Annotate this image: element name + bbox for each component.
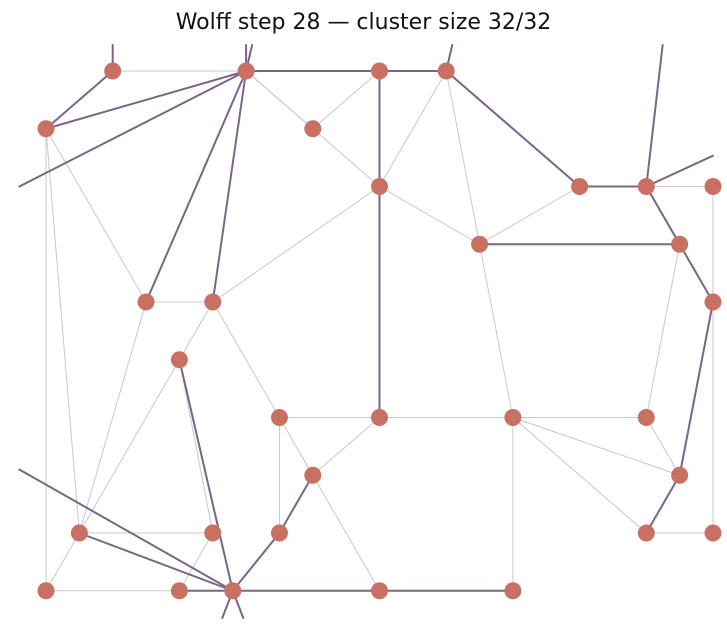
lattice-node xyxy=(270,524,288,542)
cluster-bond xyxy=(645,185,681,246)
lattice-edge xyxy=(312,417,380,476)
cluster-bond xyxy=(145,70,248,303)
lattice-edge xyxy=(379,186,481,245)
lattice-node xyxy=(471,235,489,253)
cluster-bonds xyxy=(18,44,714,619)
cluster-bond xyxy=(45,70,248,130)
lattice-nodes xyxy=(37,62,722,600)
lattice-edge xyxy=(512,417,681,476)
lattice-edge xyxy=(78,359,180,534)
lattice-edge xyxy=(645,417,681,476)
lattice-edge xyxy=(278,417,314,476)
lattice-node xyxy=(704,293,722,311)
lattice-node xyxy=(304,466,322,484)
lattice-edge xyxy=(312,474,380,592)
lattice-node xyxy=(137,293,155,311)
lattice-edge xyxy=(178,359,214,534)
lattice-node xyxy=(671,235,689,253)
lattice-node xyxy=(170,582,188,600)
lattice-edge xyxy=(45,128,147,303)
cluster-bond xyxy=(211,70,248,303)
lattice-node xyxy=(170,351,188,369)
cluster-bond xyxy=(45,70,114,130)
lattice-edge xyxy=(479,186,581,245)
lattice-edge xyxy=(479,243,514,418)
lattice-node xyxy=(637,524,655,542)
lattice-edge xyxy=(178,532,214,592)
lattice-node xyxy=(304,120,322,138)
lattice-node xyxy=(437,62,455,80)
cluster-bond xyxy=(278,474,314,534)
lattice-edge xyxy=(212,186,380,303)
cluster-bond xyxy=(678,243,714,303)
lattice-node xyxy=(70,524,88,542)
lattice-node xyxy=(37,582,55,600)
lattice-node xyxy=(704,178,722,195)
lattice-node xyxy=(637,178,655,195)
lattice-node xyxy=(637,409,655,426)
cluster-bond xyxy=(445,70,581,188)
boundary-bond xyxy=(645,44,664,188)
lattice-node xyxy=(270,409,288,426)
lattice-node xyxy=(237,62,255,80)
lattice-node xyxy=(704,524,722,542)
boundary-bond xyxy=(18,468,234,592)
lattice-edge xyxy=(45,532,80,592)
lattice-node xyxy=(224,582,242,600)
cluster-bond xyxy=(678,301,714,477)
lattice-edge xyxy=(178,301,214,361)
lattice-edge xyxy=(45,128,80,534)
lattice-node xyxy=(504,409,522,426)
lattice-node xyxy=(371,178,388,195)
lattice-edge xyxy=(212,301,280,418)
lattice-node xyxy=(671,466,689,484)
diagram-title: Wolff step 28 — cluster size 32/32 xyxy=(175,10,552,35)
lattice-edge xyxy=(78,301,147,534)
cluster-bond xyxy=(178,358,234,592)
lattice-edge xyxy=(312,70,380,130)
lattice-edge xyxy=(645,243,681,418)
cluster-bond xyxy=(78,532,234,592)
boundary-bond xyxy=(18,70,248,188)
lattice-node xyxy=(204,524,222,542)
lattice-node xyxy=(371,409,388,426)
lattice-node xyxy=(204,293,222,311)
boundary-bond xyxy=(645,154,714,188)
lattice-node xyxy=(571,178,589,195)
cluster-bond xyxy=(645,474,681,534)
cluster-bond xyxy=(231,532,281,592)
lattice-node xyxy=(104,62,122,80)
lattice-edge xyxy=(445,70,481,245)
lattice-edge xyxy=(512,417,647,534)
lattice-node xyxy=(371,582,388,600)
lattice-node xyxy=(371,62,388,80)
lattice-node xyxy=(504,582,522,600)
lattice-edge xyxy=(379,70,447,187)
lattice-node xyxy=(37,120,55,138)
